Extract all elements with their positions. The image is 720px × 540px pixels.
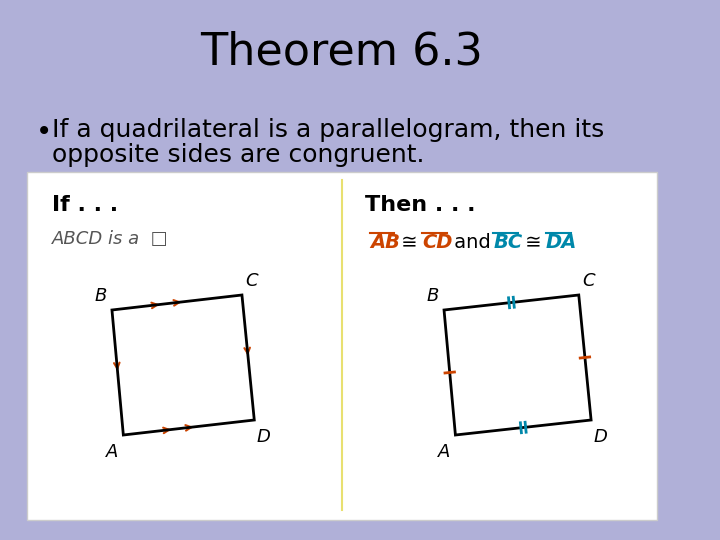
Text: If a quadrilateral is a parallelogram, then its: If a quadrilateral is a parallelogram, t…: [52, 118, 604, 142]
Text: If . . .: If . . .: [52, 195, 118, 215]
Text: ≅: ≅: [395, 233, 423, 252]
Text: CD: CD: [422, 233, 453, 252]
Text: A: A: [438, 443, 450, 461]
Text: D: D: [594, 428, 608, 446]
Text: ≅: ≅: [519, 233, 548, 252]
Text: ABCD is a  □: ABCD is a □: [52, 230, 168, 248]
Text: and: and: [448, 233, 497, 252]
Text: B: B: [426, 287, 438, 305]
Text: D: D: [257, 428, 271, 446]
Text: •: •: [36, 118, 53, 146]
Text: BC: BC: [493, 233, 523, 252]
Text: B: B: [94, 287, 107, 305]
Text: AB: AB: [370, 233, 400, 252]
Text: opposite sides are congruent.: opposite sides are congruent.: [52, 143, 425, 167]
Text: Then . . .: Then . . .: [365, 195, 476, 215]
Text: DA: DA: [546, 233, 577, 252]
Text: C: C: [582, 272, 595, 290]
Text: C: C: [245, 272, 258, 290]
Text: A: A: [106, 443, 118, 461]
FancyBboxPatch shape: [27, 172, 657, 520]
Text: Theorem 6.3: Theorem 6.3: [200, 30, 483, 73]
